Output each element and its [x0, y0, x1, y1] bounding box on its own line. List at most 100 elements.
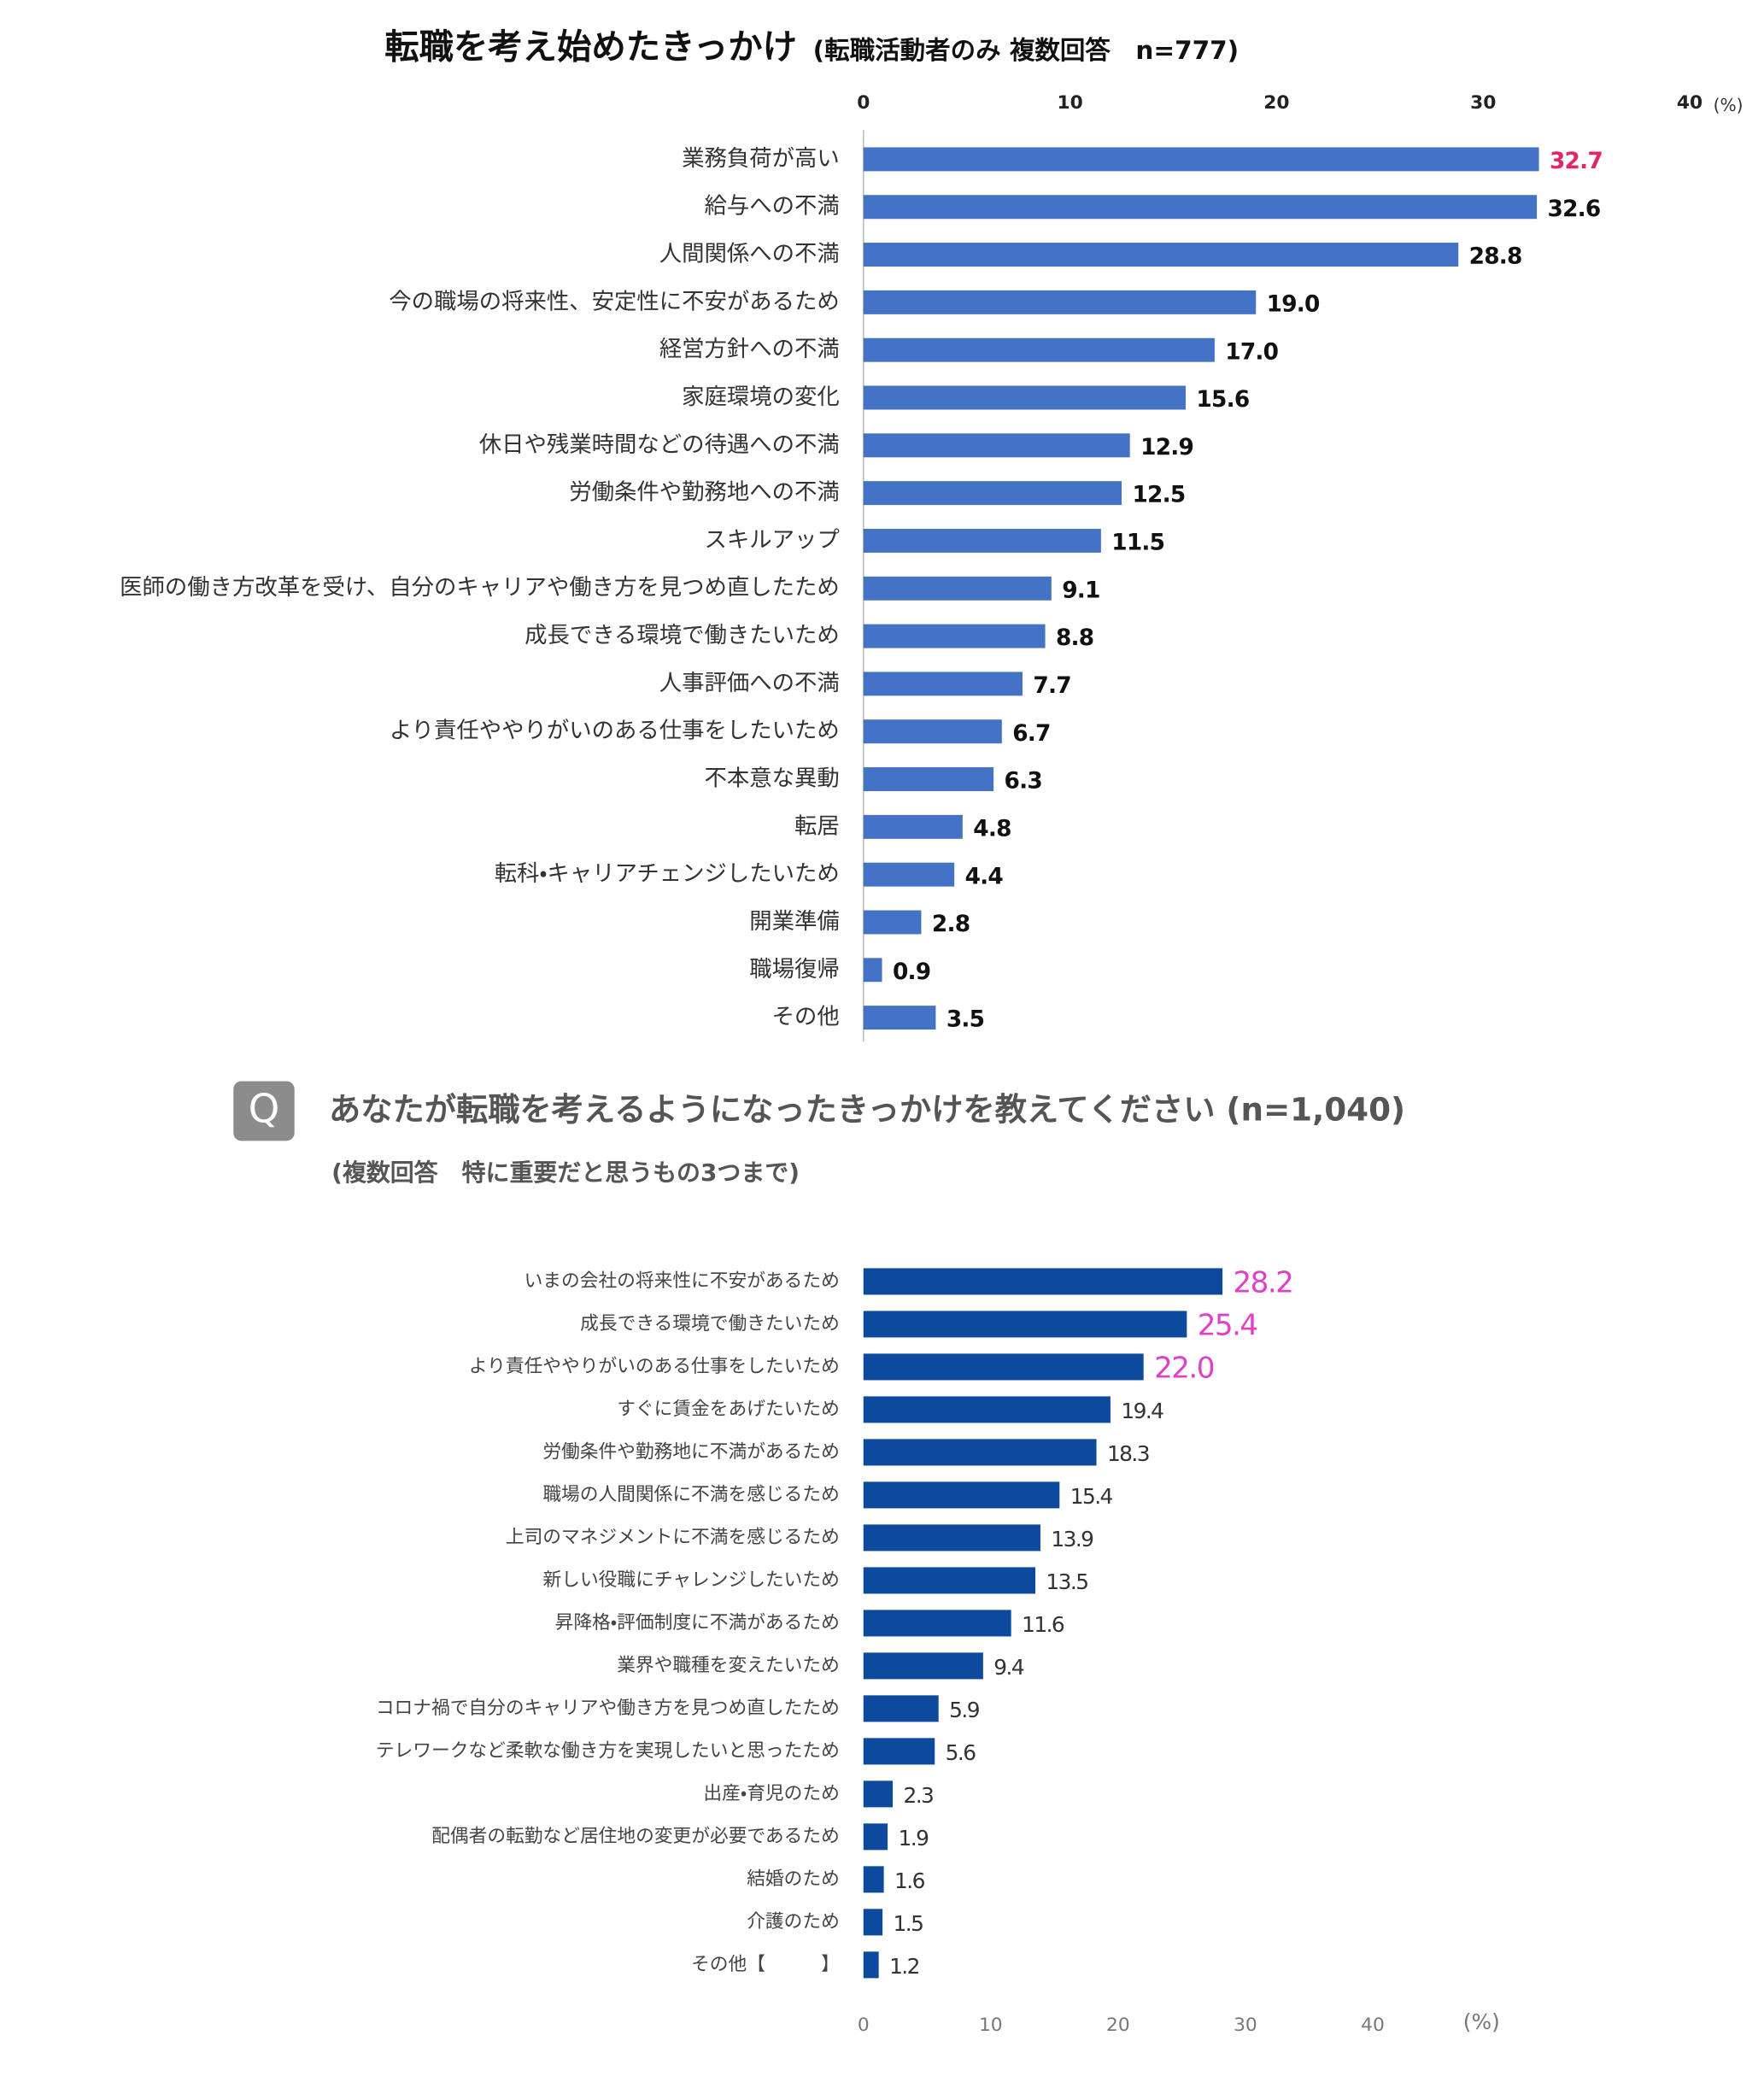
y-tick-label: テレワークなど柔軟な働き方を実現したいと思ったため	[376, 1740, 840, 1762]
value-label: 28.2	[1234, 1266, 1293, 1300]
bar	[863, 672, 1023, 696]
value-label: 19.4	[1121, 1399, 1163, 1423]
y-tick-label: 成長できる環境で働きたいため	[580, 1313, 840, 1334]
x-tick-label: 40	[1361, 2015, 1385, 2036]
bar	[863, 337, 1215, 362]
y-tick-label: 人事評価への不満	[659, 671, 840, 696]
bar	[863, 767, 994, 792]
value-label: 3.5	[946, 1007, 984, 1033]
value-label: 17.0	[1225, 339, 1278, 365]
value-label: 12.9	[1140, 435, 1193, 460]
value-label: 28.8	[1469, 244, 1522, 270]
bar	[863, 1909, 883, 1936]
y-tick-label: コロナ禍で自分のキャリアや働き方を見つめ直したため	[376, 1698, 840, 1719]
y-tick-label: 不本意な異動	[705, 766, 840, 792]
bar	[863, 290, 1257, 314]
y-tick-label: 介護のため	[747, 1911, 840, 1933]
bar	[863, 1951, 879, 1979]
value-label: 2.8	[932, 912, 970, 937]
value-label: 13.9	[1051, 1527, 1093, 1552]
bar	[863, 958, 882, 983]
value-label: 22.0	[1154, 1352, 1214, 1386]
x-tick-label: 10	[1057, 92, 1082, 114]
y-tick-label: 業務負荷が高い	[682, 146, 840, 172]
bar	[863, 1610, 1011, 1637]
value-label: 32.6	[1548, 197, 1601, 222]
value-label: 32.7	[1550, 149, 1603, 174]
y-tick-label: 給与への不満	[705, 194, 840, 220]
value-label: 13.5	[1046, 1569, 1087, 1594]
bar	[863, 195, 1538, 220]
bar	[863, 576, 1052, 601]
y-tick-label: 職場復帰	[749, 957, 840, 983]
x-unit: (%)	[1714, 95, 1743, 115]
y-tick-label: 開業準備	[749, 909, 840, 935]
bar	[863, 719, 1002, 744]
y-tick-label: 昇降格・評価制度に不満があるため	[555, 1612, 840, 1634]
bar	[863, 1524, 1040, 1552]
y-tick-label: 業界や職種を変えたいため	[617, 1655, 840, 1676]
y-tick-label: 今の職場の将来性、安定性に不安があるため	[389, 289, 840, 314]
value-label: 12.5	[1132, 483, 1185, 508]
y-tick-label: 職場の人間関係に不満を感じるため	[542, 1484, 840, 1505]
y-tick-label: 転居	[794, 813, 840, 839]
x-tick-label: 0	[857, 92, 870, 114]
y-tick-label: 家庭環境の変化	[682, 384, 840, 410]
value-label: 0.9	[893, 959, 930, 985]
y-tick-label: 経営方針への不満	[659, 337, 840, 362]
value-label: 5.9	[949, 1698, 980, 1722]
bar	[863, 385, 1187, 410]
value-label: 2.3	[903, 1783, 933, 1808]
value-label: 4.8	[973, 816, 1011, 842]
y-tick-label: その他	[772, 1005, 840, 1030]
value-label: 6.7	[1012, 721, 1050, 747]
x-unit: (%)	[1463, 2009, 1500, 2034]
y-tick-label: スキルアップ	[705, 527, 840, 553]
bar	[863, 1439, 1097, 1466]
bar	[863, 1780, 894, 1808]
value-label: 11.5	[1111, 531, 1164, 556]
x-tick-label: 0	[858, 2015, 870, 2036]
bar	[863, 1652, 983, 1680]
bar	[863, 814, 963, 839]
bar	[863, 1311, 1187, 1338]
y-tick-label: 出産・育児のため	[703, 1783, 839, 1804]
bar	[863, 1481, 1060, 1509]
y-tick-label: より責任ややりがいのある仕事をしたいため	[390, 719, 840, 744]
y-tick-label: 転科・キャリアチェンジしたいため	[495, 861, 840, 887]
value-label: 25.4	[1198, 1309, 1257, 1343]
y-tick-label: 新しい役職にチャレンジしたいため	[543, 1569, 840, 1591]
bar	[863, 243, 1459, 267]
bar	[863, 433, 1130, 458]
value-label: 15.4	[1070, 1484, 1113, 1509]
bar	[863, 1567, 1035, 1594]
y-tick-label: 上司のマネジメントに不満を感じるため	[506, 1527, 840, 1548]
value-label: 1.2	[889, 1954, 919, 1979]
value-label: 18.3	[1107, 1441, 1149, 1466]
value-label: 4.4	[965, 864, 1004, 889]
badge-letter: Q	[249, 1086, 280, 1132]
bar	[863, 481, 1122, 506]
chart-title: あなたが転職を考えるようになったきっかけを教えてください (n=1,040)	[329, 1091, 1405, 1129]
y-tick-label: いまの会社の将来性に不安があるため	[525, 1270, 840, 1292]
value-label: 1.9	[899, 1826, 929, 1851]
bar	[863, 862, 955, 887]
x-tick-label: 40	[1677, 92, 1702, 114]
bar	[863, 624, 1046, 648]
value-label: 7.7	[1033, 673, 1070, 699]
chart-title: 転職を考え始めたきっかけ	[384, 27, 797, 67]
bar	[863, 147, 1539, 172]
bar	[863, 1823, 888, 1851]
bar	[863, 1738, 935, 1765]
bar	[863, 528, 1101, 553]
value-label: 9.1	[1062, 578, 1099, 603]
value-label: 8.8	[1056, 625, 1093, 651]
bar	[863, 1396, 1111, 1423]
x-tick-label: 20	[1106, 2015, 1130, 2036]
value-label: 11.6	[1022, 1612, 1064, 1637]
chart-subtitle: (転職活動者のみ 複数回答 n=777)	[813, 36, 1239, 65]
bar	[863, 1006, 936, 1030]
y-tick-label: より責任ややりがいのある仕事をしたいため	[469, 1356, 840, 1377]
y-tick-label: すぐに賃金をあげたいため	[617, 1399, 840, 1420]
